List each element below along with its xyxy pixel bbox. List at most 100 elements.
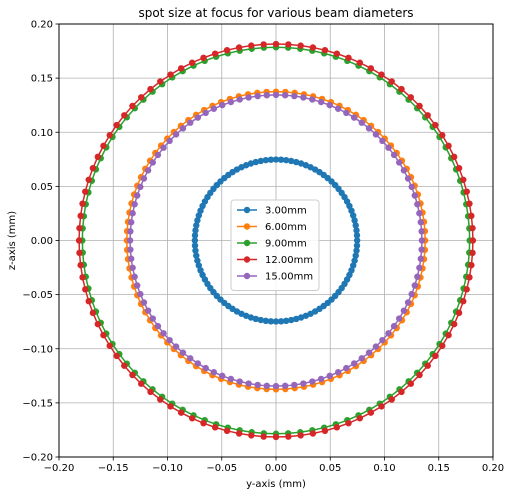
data-point [262,317,270,325]
legend-label: 15.00mm [265,272,313,283]
data-point [343,364,350,372]
data-point [439,342,446,349]
data-point [202,364,209,372]
data-point [365,349,373,356]
data-point [128,219,135,226]
data-point [365,125,373,132]
data-point [210,105,218,112]
data-point [85,298,92,305]
data-point [343,109,350,117]
data-point [267,318,275,325]
legend-label: 3.00mm [265,206,307,217]
data-point [167,403,174,410]
data-point [223,427,231,435]
data-point [432,352,439,360]
data-point [414,201,421,208]
data-point [121,112,128,119]
data-point [351,217,358,224]
data-point [179,125,187,132]
data-point [263,91,271,99]
data-point [385,144,392,151]
data-point [353,227,360,234]
data-point [291,381,298,389]
data-point [140,175,148,182]
data-point [245,380,252,387]
legend-item: 15.00mm [237,272,313,283]
x-tick-label: −0.20 [44,463,75,474]
data-point [172,131,180,138]
data-point [129,371,136,379]
data-point [254,92,261,100]
data-point [469,224,476,232]
data-point [82,286,89,293]
data-point [352,222,359,229]
data-point [411,192,418,199]
data-point [353,242,361,249]
data-point [417,219,424,226]
data-point [193,222,200,229]
data-point [210,369,218,376]
data-point [288,316,295,324]
data-point [333,50,341,57]
data-point [400,307,408,314]
data-point [187,119,194,126]
data-point [267,156,275,163]
data-point [194,360,202,367]
data-point [272,91,280,99]
legend: 3.00mm 6.00mm 9.00mm 12.00mm 15.00mm [230,199,320,291]
data-point [372,131,380,138]
data-point [76,224,83,232]
data-point [89,309,97,317]
data-point [317,375,325,383]
x-tick-label: 0.20 [482,463,504,474]
data-point [140,299,148,306]
data-point [450,153,458,161]
legend-swatch-marker [243,239,251,247]
data-point [137,183,144,191]
data-point [418,228,425,235]
data-point [378,403,385,410]
data-point [349,262,357,269]
data-point [223,46,231,54]
data-point [288,157,295,165]
data-point [390,151,398,159]
data-point [191,232,199,239]
data-point [257,316,264,324]
legend-label: 12.00mm [265,255,313,266]
x-tick-label: −0.15 [98,463,129,474]
data-point [309,44,317,51]
data-point [195,212,203,219]
data-point [388,396,395,403]
data-point [309,430,317,437]
data-point [414,273,421,280]
data-point [219,101,226,109]
data-point [245,94,252,101]
data-point [400,167,408,174]
data-point [89,164,97,172]
data-point [297,160,305,167]
data-point [416,371,423,379]
data-point [194,217,201,224]
data-point [460,176,467,183]
legend-item: 6.00mm [237,222,307,233]
data-point [372,343,380,350]
data-point [300,94,307,101]
data-point [277,156,285,163]
data-point [166,336,173,344]
y-tick-label: 0.10 [31,128,53,139]
x-tick-label: 0.05 [319,463,341,474]
y-tick-label: −0.20 [22,453,53,464]
data-point [321,46,329,54]
data-point [321,427,329,435]
data-point [131,201,138,208]
data-point [367,409,375,416]
data-point [285,41,292,48]
data-point [424,112,431,119]
data-point [235,44,243,51]
data-point [248,42,255,49]
data-point [272,433,280,441]
data-point [345,419,352,427]
x-axis-label: y-axis (mm) [246,479,306,490]
data-point [445,142,452,150]
